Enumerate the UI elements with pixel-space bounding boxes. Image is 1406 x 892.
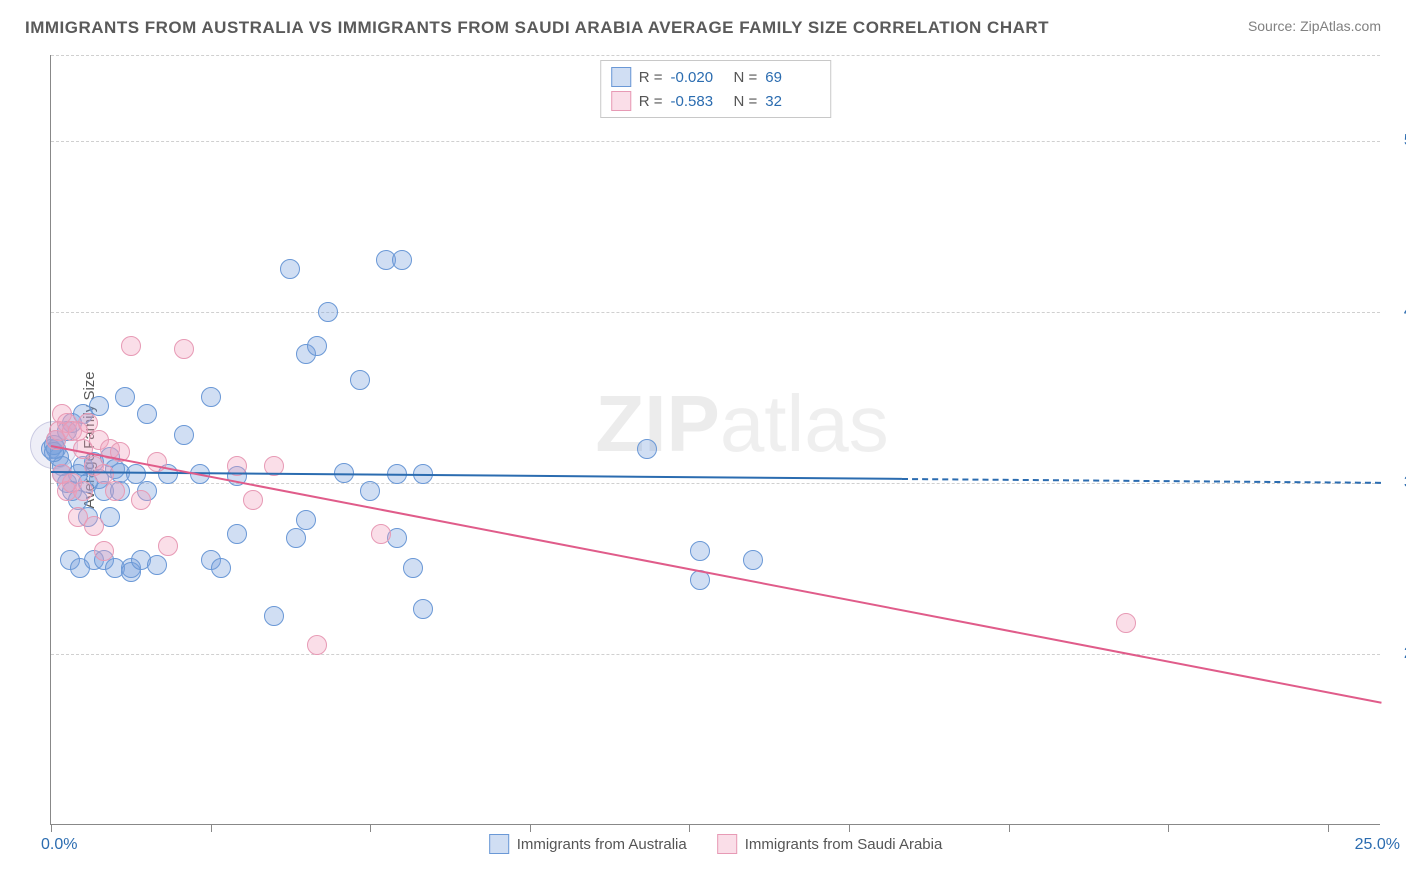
stat-r-label: R =	[639, 93, 663, 110]
data-point-australia	[350, 370, 370, 390]
data-point-saudi	[243, 490, 263, 510]
data-point-saudi	[371, 524, 391, 544]
watermark-prefix: ZIP	[595, 379, 719, 468]
data-point-saudi	[105, 481, 125, 501]
data-point-saudi	[307, 635, 327, 655]
legend-item-saudi: Immigrants from Saudi Arabia	[717, 834, 943, 854]
x-tick	[211, 824, 212, 832]
stats-row-australia: R = -0.020 N = 69	[611, 65, 821, 89]
data-point-saudi	[73, 481, 93, 501]
plot-area: Average Family Size ZIPatlas R =-0.020N …	[50, 55, 1380, 825]
data-point-australia	[227, 524, 247, 544]
source-label: Source:	[1248, 18, 1300, 34]
data-point-australia	[286, 528, 306, 548]
data-point-australia	[137, 404, 157, 424]
data-point-australia	[174, 425, 194, 445]
data-point-australia	[637, 439, 657, 459]
data-point-australia	[392, 250, 412, 270]
swatch-australia	[489, 834, 509, 854]
data-point-saudi	[158, 536, 178, 556]
stats-row-saudi: R = -0.583 N = 32	[611, 89, 821, 113]
data-point-saudi	[131, 490, 151, 510]
swatch-australia	[611, 67, 631, 87]
x-axis-min-label: 0.0%	[41, 836, 77, 854]
x-tick	[1168, 824, 1169, 832]
legend-label: Immigrants from Saudi Arabia	[745, 836, 943, 853]
data-point-saudi	[94, 541, 114, 561]
data-point-saudi	[121, 336, 141, 356]
x-tick	[1009, 824, 1010, 832]
legend-label: Immigrants from Australia	[517, 836, 687, 853]
data-point-australia	[201, 387, 221, 407]
stats-legend-box: R = -0.020 N = 69 R = -0.583 N = 32	[600, 60, 832, 118]
x-axis-max-label: 25.0%	[1355, 836, 1400, 854]
x-tick	[51, 824, 52, 832]
data-point-australia	[307, 336, 327, 356]
data-point-australia	[360, 481, 380, 501]
chart-title: IMMIGRANTS FROM AUSTRALIA VS IMMIGRANTS …	[25, 18, 1049, 38]
trend-line	[51, 445, 1381, 704]
data-point-australia	[280, 259, 300, 279]
data-point-saudi	[174, 339, 194, 359]
x-tick	[530, 824, 531, 832]
data-point-australia	[318, 302, 338, 322]
source-link[interactable]: ZipAtlas.com	[1300, 18, 1381, 34]
stat-n-value: 69	[765, 69, 820, 86]
x-tick	[849, 824, 850, 832]
x-tick	[689, 824, 690, 832]
legend-item-australia: Immigrants from Australia	[489, 834, 687, 854]
stat-r-value: -0.583	[671, 93, 726, 110]
stat-r-value: -0.020	[671, 69, 726, 86]
data-point-saudi	[147, 452, 167, 472]
data-point-australia	[413, 599, 433, 619]
gridline	[51, 141, 1380, 142]
data-point-australia	[690, 541, 710, 561]
swatch-saudi	[611, 91, 631, 111]
swatch-saudi	[717, 834, 737, 854]
data-point-australia	[264, 606, 284, 626]
x-tick	[370, 824, 371, 832]
stat-n-label: N =	[734, 69, 758, 86]
gridline	[51, 55, 1380, 56]
data-point-australia	[296, 510, 316, 530]
gridline	[51, 312, 1380, 313]
stat-r-label: R =	[639, 69, 663, 86]
stat-n-value: 32	[765, 93, 820, 110]
trend-line	[51, 471, 902, 480]
data-point-australia	[743, 550, 763, 570]
data-point-saudi	[84, 516, 104, 536]
bottom-legend: Immigrants from Australia Immigrants from…	[489, 834, 943, 854]
x-tick	[1328, 824, 1329, 832]
source-attribution: Source: ZipAtlas.com	[1248, 18, 1381, 34]
data-point-australia	[147, 555, 167, 575]
data-point-australia	[211, 558, 231, 578]
data-point-australia	[403, 558, 423, 578]
gridline	[51, 654, 1380, 655]
watermark: ZIPatlas	[595, 378, 888, 470]
data-point-australia	[115, 387, 135, 407]
stat-n-label: N =	[734, 93, 758, 110]
watermark-suffix: atlas	[720, 379, 889, 468]
data-point-saudi	[1116, 613, 1136, 633]
